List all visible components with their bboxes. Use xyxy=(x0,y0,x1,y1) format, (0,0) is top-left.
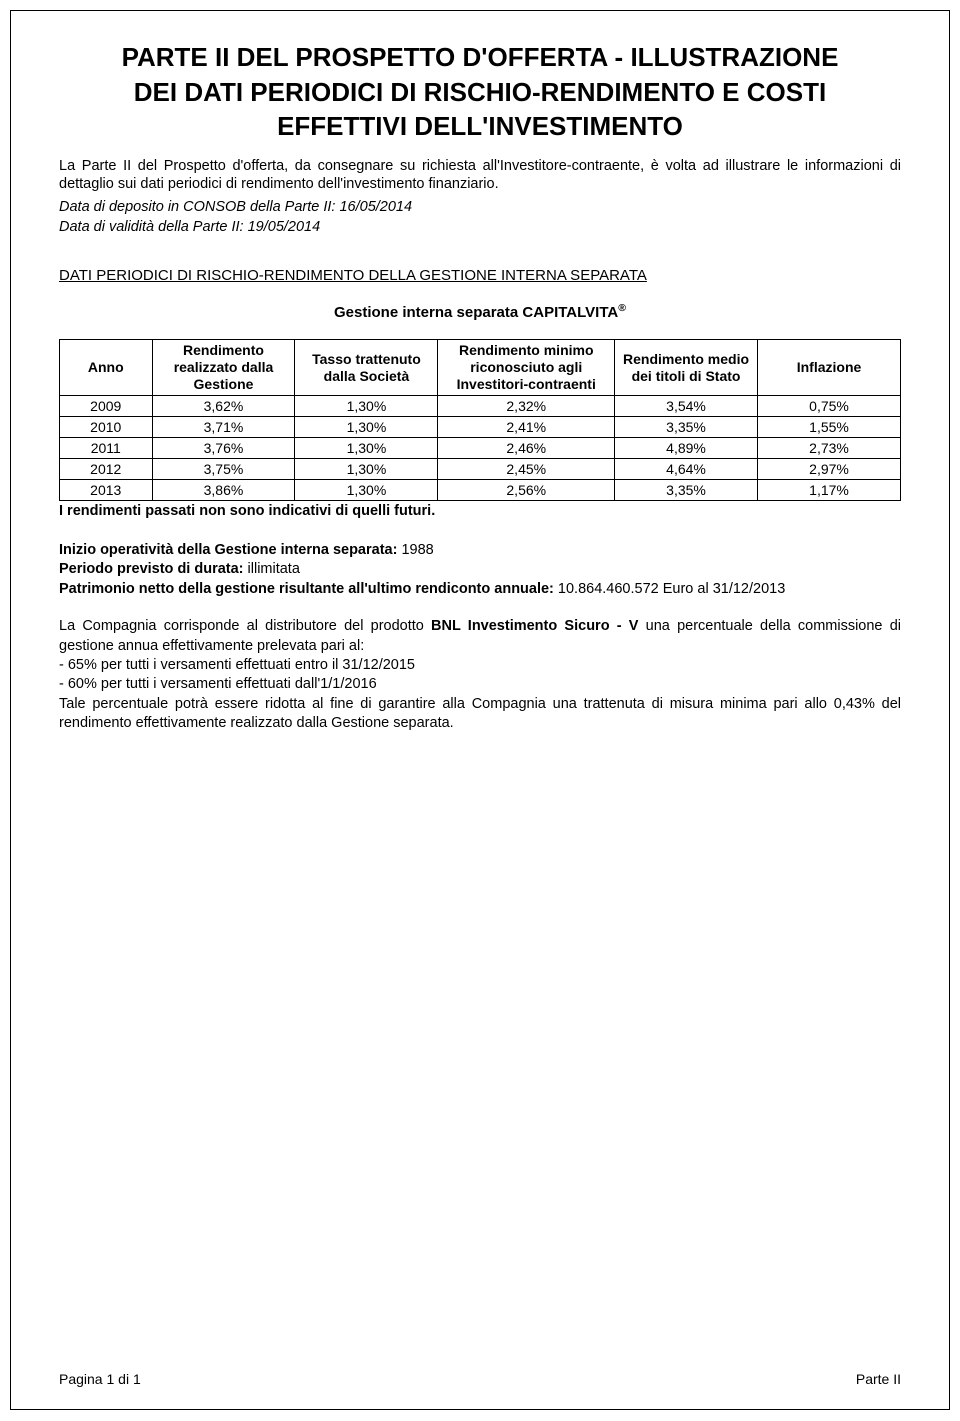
patrimonio-label: Patrimonio netto della gestione risultan… xyxy=(59,581,558,597)
footer-part-label: Parte II xyxy=(856,1371,901,1387)
col-tasso: Tasso trattenuto dalla Società xyxy=(295,340,438,395)
cell-tasso: 1,30% xyxy=(295,395,438,416)
periodo-value: illimitata xyxy=(248,561,300,577)
cell-infl: 1,55% xyxy=(758,416,901,437)
col-medio: Rendimento medio dei titoli di Stato xyxy=(615,340,758,395)
gestione-title-text: Gestione interna separata CAPITALVITA xyxy=(334,304,618,321)
distribution-paragraph: La Compagnia corrisponde al distributore… xyxy=(59,617,901,656)
cell-min: 2,56% xyxy=(438,479,615,500)
info-block: Inizio operatività della Gestione intern… xyxy=(59,541,901,600)
periodo-durata: Periodo previsto di durata: illimitata xyxy=(59,560,901,580)
cell-rend: 3,62% xyxy=(152,395,295,416)
table-row: 2013 3,86% 1,30% 2,56% 3,35% 1,17% xyxy=(60,479,901,500)
cell-medio: 3,54% xyxy=(615,395,758,416)
cell-medio: 4,89% xyxy=(615,437,758,458)
inizio-operativita: Inizio operatività della Gestione intern… xyxy=(59,541,901,561)
patrimonio-netto: Patrimonio netto della gestione risultan… xyxy=(59,580,901,600)
document-title-line1: PARTE II DEL PROSPETTO D'OFFERTA - ILLUS… xyxy=(59,41,901,74)
cell-infl: 2,73% xyxy=(758,437,901,458)
cell-anno: 2010 xyxy=(60,416,153,437)
cell-rend: 3,76% xyxy=(152,437,295,458)
bullet-65: - 65% per tutti i versamenti effettuati … xyxy=(59,656,901,675)
table-row: 2010 3,71% 1,30% 2,41% 3,35% 1,55% xyxy=(60,416,901,437)
table-row: 2011 3,76% 1,30% 2,46% 4,89% 2,73% xyxy=(60,437,901,458)
cell-infl: 0,75% xyxy=(758,395,901,416)
para1-a: La Compagnia corrisponde al distributore… xyxy=(59,618,431,634)
cell-tasso: 1,30% xyxy=(295,416,438,437)
col-inflazione: Inflazione xyxy=(758,340,901,395)
cell-anno: 2013 xyxy=(60,479,153,500)
cell-min: 2,32% xyxy=(438,395,615,416)
cell-min: 2,46% xyxy=(438,437,615,458)
performance-table: Anno Rendimento realizzato dalla Gestion… xyxy=(59,339,901,500)
cell-tasso: 1,30% xyxy=(295,458,438,479)
intro-paragraph: La Parte II del Prospetto d'offerta, da … xyxy=(59,157,901,195)
cell-medio: 3,35% xyxy=(615,479,758,500)
cell-rend: 3,86% xyxy=(152,479,295,500)
footer-page-number: Pagina 1 di 1 xyxy=(59,1371,141,1387)
deposit-date: Data di deposito in CONSOB della Parte I… xyxy=(59,198,901,218)
col-rendimento: Rendimento realizzato dalla Gestione xyxy=(152,340,295,395)
col-minimo: Rendimento minimo riconosciuto agli Inve… xyxy=(438,340,615,395)
page-footer: Pagina 1 di 1 Parte II xyxy=(59,1371,901,1387)
document-title-line3: EFFETTIVI DELL'INVESTIMENTO xyxy=(59,110,901,143)
cell-medio: 4,64% xyxy=(615,458,758,479)
cell-anno: 2009 xyxy=(60,395,153,416)
cell-infl: 2,97% xyxy=(758,458,901,479)
cell-anno: 2011 xyxy=(60,437,153,458)
product-name: BNL Investimento Sicuro - V xyxy=(431,618,638,634)
table-row: 2012 3,75% 1,30% 2,45% 4,64% 2,97% xyxy=(60,458,901,479)
cell-min: 2,41% xyxy=(438,416,615,437)
cell-rend: 3,71% xyxy=(152,416,295,437)
cell-medio: 3,35% xyxy=(615,416,758,437)
cell-rend: 3,75% xyxy=(152,458,295,479)
document-title-line2: DEI DATI PERIODICI DI RISCHIO-RENDIMENTO… xyxy=(59,76,901,109)
validity-date: Data di validità della Parte II: 19/05/2… xyxy=(59,218,901,238)
inizio-label: Inizio operatività della Gestione intern… xyxy=(59,542,401,558)
patrimonio-value: 10.864.460.572 Euro al 31/12/2013 xyxy=(558,581,785,597)
inizio-value: 1988 xyxy=(401,542,433,558)
col-anno: Anno xyxy=(60,340,153,395)
cell-anno: 2012 xyxy=(60,458,153,479)
cell-tasso: 1,30% xyxy=(295,479,438,500)
cell-min: 2,45% xyxy=(438,458,615,479)
registered-mark-icon: ® xyxy=(618,302,626,314)
closing-paragraph: Tale percentuale potrà essere ridotta al… xyxy=(59,695,901,734)
bullet-60: - 60% per tutti i versamenti effettuati … xyxy=(59,675,901,694)
table-row: 2009 3,62% 1,30% 2,32% 3,54% 0,75% xyxy=(60,395,901,416)
periodo-label: Periodo previsto di durata: xyxy=(59,561,248,577)
section-heading: DATI PERIODICI DI RISCHIO-RENDIMENTO DEL… xyxy=(59,267,901,284)
gestione-title: Gestione interna separata CAPITALVITA® xyxy=(59,302,901,321)
cell-tasso: 1,30% xyxy=(295,437,438,458)
cell-infl: 1,17% xyxy=(758,479,901,500)
table-header-row: Anno Rendimento realizzato dalla Gestion… xyxy=(60,340,901,395)
table-footnote: I rendimenti passati non sono indicativi… xyxy=(59,503,901,519)
